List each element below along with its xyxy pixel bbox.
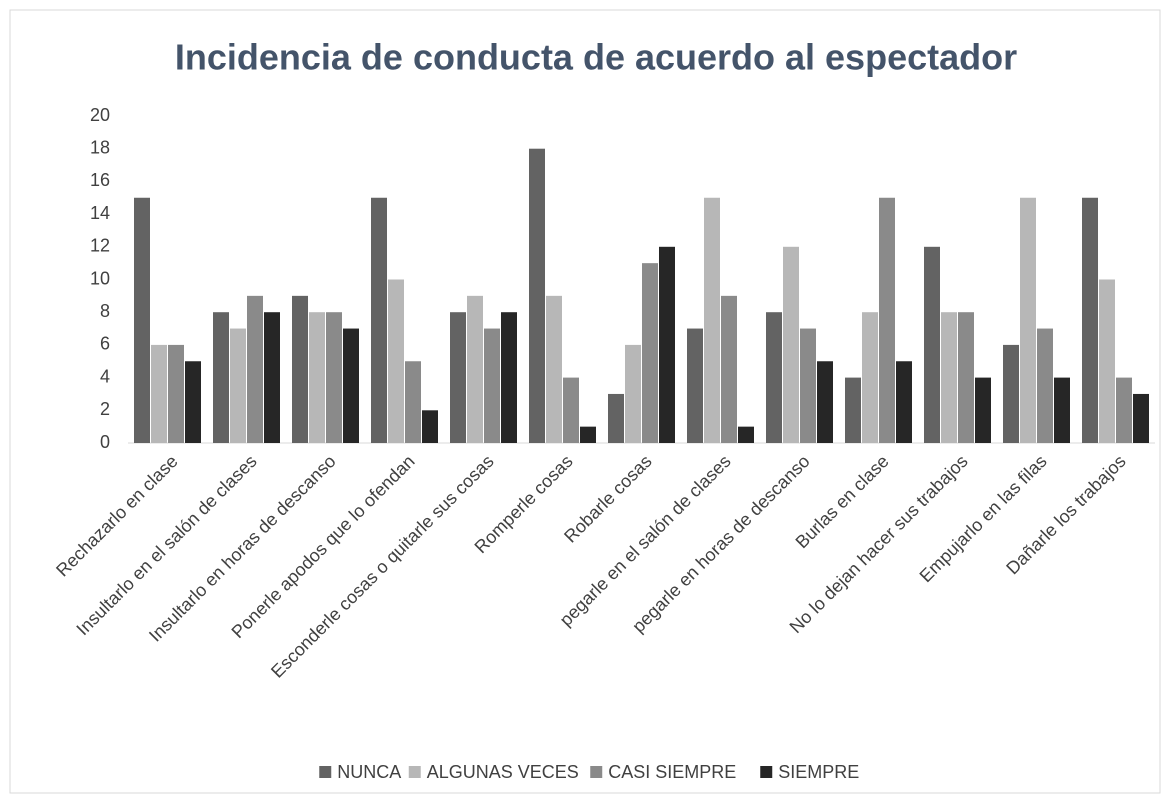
bar — [687, 328, 703, 443]
bar — [924, 246, 940, 443]
bar — [1003, 344, 1019, 443]
bar — [501, 312, 517, 443]
y-tick-label: 12 — [90, 236, 110, 256]
bar — [608, 393, 624, 443]
bar — [450, 312, 466, 443]
bar — [783, 246, 799, 443]
bar — [264, 312, 280, 443]
bar — [879, 197, 895, 443]
bar — [134, 197, 150, 443]
bar — [213, 312, 229, 443]
y-tick-label: 6 — [100, 334, 110, 354]
bar — [958, 312, 974, 443]
bar — [766, 312, 782, 443]
legend-swatch — [590, 766, 603, 778]
bar — [185, 361, 201, 443]
y-tick-label: 14 — [90, 203, 110, 223]
bar — [546, 295, 562, 443]
bar — [580, 426, 596, 443]
legend-swatch — [319, 766, 332, 778]
bar — [941, 312, 957, 443]
bar — [625, 344, 641, 443]
y-tick-label: 2 — [100, 399, 110, 419]
bar — [247, 295, 263, 443]
bar — [405, 361, 421, 443]
y-tick-label: 20 — [90, 105, 110, 125]
bar — [800, 328, 816, 443]
legend-swatch — [408, 766, 421, 778]
y-tick-label: 18 — [90, 137, 110, 157]
legend-label: SIEMPRE — [778, 762, 859, 782]
legend-label: ALGUNAS VECES — [427, 762, 579, 782]
bar — [529, 148, 545, 443]
legend-swatch — [760, 766, 773, 778]
bar — [484, 328, 500, 443]
bar — [1020, 197, 1036, 443]
bar — [817, 361, 833, 443]
y-tick-label: 0 — [100, 432, 110, 452]
bar — [845, 377, 861, 443]
legend-label: CASI SIEMPRE — [608, 762, 736, 782]
bar — [168, 344, 184, 443]
bar — [371, 197, 387, 443]
legend-label: NUNCA — [337, 762, 401, 782]
bar — [862, 312, 878, 443]
bar — [896, 361, 912, 443]
bar — [1133, 393, 1149, 443]
bar — [1037, 328, 1053, 443]
chart-title: Incidencia de conducta de acuerdo al esp… — [175, 37, 1017, 78]
y-tick-label: 10 — [90, 268, 110, 288]
bar — [388, 279, 404, 443]
bar — [292, 295, 308, 443]
y-tick-label: 8 — [100, 301, 110, 321]
bar — [230, 328, 246, 443]
bar — [326, 312, 342, 443]
bar — [721, 295, 737, 443]
bar — [563, 377, 579, 443]
y-tick-label: 16 — [90, 170, 110, 190]
bar — [467, 295, 483, 443]
bar — [151, 344, 167, 443]
bar — [343, 328, 359, 443]
bar — [1054, 377, 1070, 443]
bar — [1099, 279, 1115, 443]
bar — [1082, 197, 1098, 443]
bar — [1116, 377, 1132, 443]
bar — [309, 312, 325, 443]
bar — [642, 263, 658, 443]
bar — [738, 426, 754, 443]
bar — [975, 377, 991, 443]
y-tick-label: 4 — [100, 366, 110, 386]
bar — [704, 197, 720, 443]
bar — [659, 246, 675, 443]
bar — [422, 410, 438, 443]
